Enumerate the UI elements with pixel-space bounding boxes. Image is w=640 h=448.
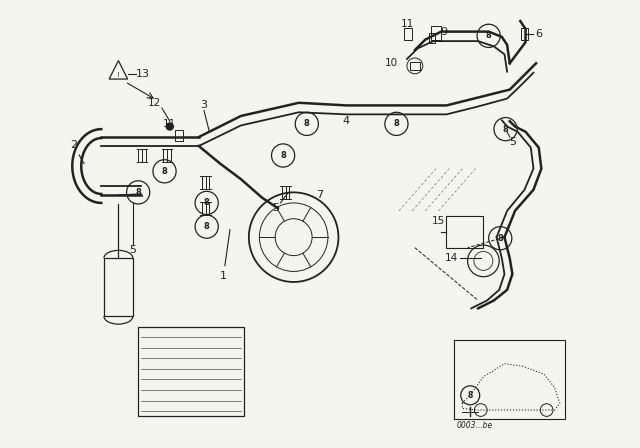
Text: 8: 8 xyxy=(204,198,209,207)
Text: 11: 11 xyxy=(401,19,413,29)
Bar xyxy=(104,258,133,316)
Bar xyxy=(447,216,483,248)
Text: 14: 14 xyxy=(445,253,458,263)
Text: 11: 11 xyxy=(163,119,177,129)
Bar xyxy=(522,29,527,40)
Circle shape xyxy=(166,122,174,131)
Text: 8: 8 xyxy=(394,119,399,129)
Text: 8: 8 xyxy=(502,125,508,134)
Text: 3: 3 xyxy=(200,100,207,110)
Text: 15: 15 xyxy=(432,216,445,226)
Bar xyxy=(454,340,565,419)
Bar xyxy=(431,26,441,39)
Text: 9: 9 xyxy=(440,26,447,37)
Text: 8: 8 xyxy=(486,31,492,40)
Text: 5: 5 xyxy=(509,137,516,147)
Bar xyxy=(410,62,420,70)
Bar xyxy=(138,327,244,416)
Text: 8: 8 xyxy=(468,391,473,400)
Text: 5: 5 xyxy=(129,246,136,255)
Text: 8: 8 xyxy=(135,188,141,197)
Text: 12: 12 xyxy=(147,98,161,108)
Bar xyxy=(429,33,435,43)
Text: !: ! xyxy=(117,72,120,78)
Text: 8: 8 xyxy=(162,167,168,176)
Bar xyxy=(404,28,412,39)
Text: 6: 6 xyxy=(535,29,542,39)
Text: 8: 8 xyxy=(280,151,286,160)
Bar xyxy=(175,129,183,141)
Text: 5: 5 xyxy=(272,203,278,213)
Text: 0003...be: 0003...be xyxy=(457,422,493,431)
Text: 4: 4 xyxy=(343,116,350,126)
Text: 7: 7 xyxy=(316,190,324,200)
Text: 2: 2 xyxy=(70,140,84,164)
Text: 1: 1 xyxy=(220,229,230,281)
Text: 8: 8 xyxy=(204,222,209,231)
Text: 8: 8 xyxy=(497,234,503,243)
Text: 8: 8 xyxy=(304,119,310,129)
Text: 13: 13 xyxy=(136,69,150,79)
Text: 10: 10 xyxy=(385,58,397,68)
